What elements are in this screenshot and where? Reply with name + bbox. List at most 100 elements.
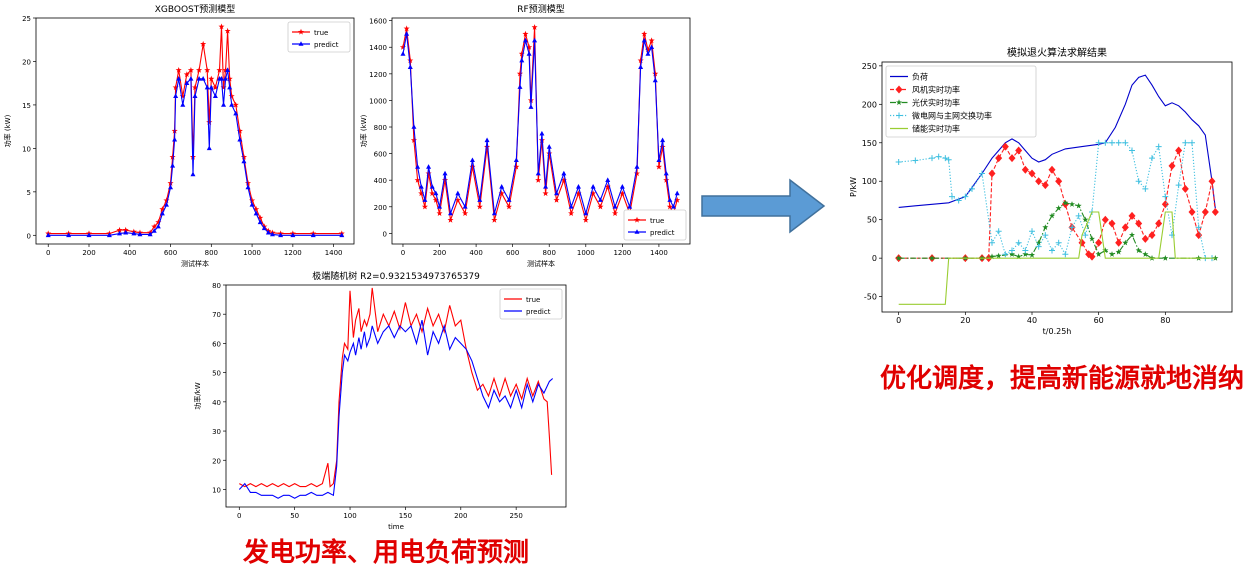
y-tick-label: 0 <box>872 254 877 263</box>
series-point-0 <box>429 190 436 197</box>
series-point-1 <box>137 231 143 237</box>
series-point-0 <box>204 67 211 73</box>
y-tick-label: 25 <box>22 15 31 23</box>
series-point-1 <box>229 102 235 107</box>
series-point-0 <box>257 214 264 221</box>
series-point-2 <box>1022 251 1029 257</box>
series-point-0 <box>414 177 421 183</box>
series-point-3 <box>1075 212 1082 219</box>
extra-trees-chart: 极端随机树 R2=0.9321534973765379 0 50 100 150 200 2… <box>193 270 567 531</box>
series-point-1 <box>400 51 406 56</box>
series-point-1 <box>1088 252 1096 261</box>
series-point-0 <box>403 25 410 32</box>
series-point-2 <box>1122 239 1129 246</box>
x-tick-label: 1400 <box>325 249 343 257</box>
series-point-0 <box>526 44 533 50</box>
x-tick-label: 400 <box>123 249 136 257</box>
series-point-1 <box>1028 169 1036 178</box>
y-tick-label: 200 <box>374 204 387 212</box>
series-point-1 <box>988 169 996 178</box>
series-point-2 <box>1029 251 1035 258</box>
series-point-1 <box>172 136 178 142</box>
series-point-1 <box>196 76 202 81</box>
series-point-0 <box>155 219 162 225</box>
series-point-0 <box>619 190 626 197</box>
series-point-1 <box>173 93 179 99</box>
y-tick-label: 400 <box>374 177 387 185</box>
series-point-3 <box>1062 251 1069 258</box>
series-point-1 <box>619 184 625 189</box>
y-axis-label: 功率 (kW) <box>3 114 12 147</box>
x-tick-label: 50 <box>290 512 299 520</box>
series-point-1 <box>407 64 413 69</box>
series-point-1 <box>237 136 243 142</box>
series-point-1 <box>561 170 567 176</box>
series-point-1 <box>1168 161 1176 170</box>
series-point-1 <box>188 76 194 81</box>
xgboost-chart: XGBOOST预测模型 0 200 400 600 800 1000 1200 1400 0 5 10… <box>3 4 355 268</box>
series-point-1 <box>546 144 552 149</box>
legend-marker <box>298 41 304 46</box>
series-point-0 <box>546 150 553 157</box>
series-point-1 <box>310 232 316 238</box>
series-point-0 <box>644 46 651 53</box>
series-point-0 <box>187 67 194 73</box>
x-tick-label: 1000 <box>577 249 595 257</box>
series-point-1 <box>1211 208 1219 216</box>
y-tick-label: 600 <box>374 151 387 159</box>
series-point-1 <box>634 164 640 169</box>
series-point-0 <box>175 67 182 73</box>
series-point-3 <box>949 193 955 200</box>
series-point-3 <box>1055 239 1062 246</box>
series-point-2 <box>1055 205 1062 211</box>
y-tick-label: 800 <box>374 124 387 132</box>
series-point-1 <box>484 137 490 143</box>
series-point-0 <box>169 153 176 160</box>
series-point-0 <box>208 75 215 82</box>
series-point-1 <box>221 102 227 107</box>
plot-frame <box>391 17 691 245</box>
x-tick-label: 0 <box>46 249 50 257</box>
y-tick-label: 20 <box>212 457 221 465</box>
series-point-3 <box>1162 193 1169 200</box>
series-point-1 <box>506 197 512 202</box>
series-point-1 <box>554 190 560 196</box>
series-point-1 <box>1095 238 1103 247</box>
legend-marker <box>634 229 640 234</box>
y-tick-label: 60 <box>212 340 221 348</box>
y-tick-label: -50 <box>864 293 877 302</box>
x-tick-label: 20 <box>960 316 970 325</box>
series-point-1 <box>163 202 169 207</box>
series-point-0 <box>218 23 225 30</box>
series-point-2 <box>929 255 935 261</box>
series-point-0 <box>516 70 523 77</box>
y-tick-label: 0 <box>383 230 387 238</box>
series-point-1 <box>645 51 651 56</box>
series-point-2 <box>1162 255 1169 261</box>
series-point-1 <box>249 202 255 207</box>
series-point-2 <box>1062 199 1069 206</box>
series-point-0 <box>641 30 648 37</box>
series-point-3 <box>1049 247 1055 254</box>
series-point-3 <box>945 156 952 163</box>
series-point-1 <box>422 197 428 202</box>
series-point-1 <box>1188 208 1196 216</box>
series-point-1 <box>233 110 239 116</box>
y-tick-label: 30 <box>212 428 221 436</box>
series-point-0 <box>224 27 231 34</box>
series-point-0 <box>590 190 597 197</box>
caption-forecast: 发电功率、用电负荷预测 <box>243 538 530 568</box>
series-point-3 <box>1175 182 1182 189</box>
series-point-1 <box>184 80 190 85</box>
series-point-3 <box>1035 243 1042 250</box>
series-point-2 <box>1049 212 1055 219</box>
series-point-0 <box>436 210 443 216</box>
series-point-0 <box>192 84 198 91</box>
series-point-0 <box>421 203 428 210</box>
series-point-0 <box>232 101 239 108</box>
series-point-0 <box>228 93 235 99</box>
series-point-0 <box>172 84 179 91</box>
series-point-1 <box>418 184 424 189</box>
series-point-3 <box>989 239 995 246</box>
plot-frame <box>35 17 355 245</box>
